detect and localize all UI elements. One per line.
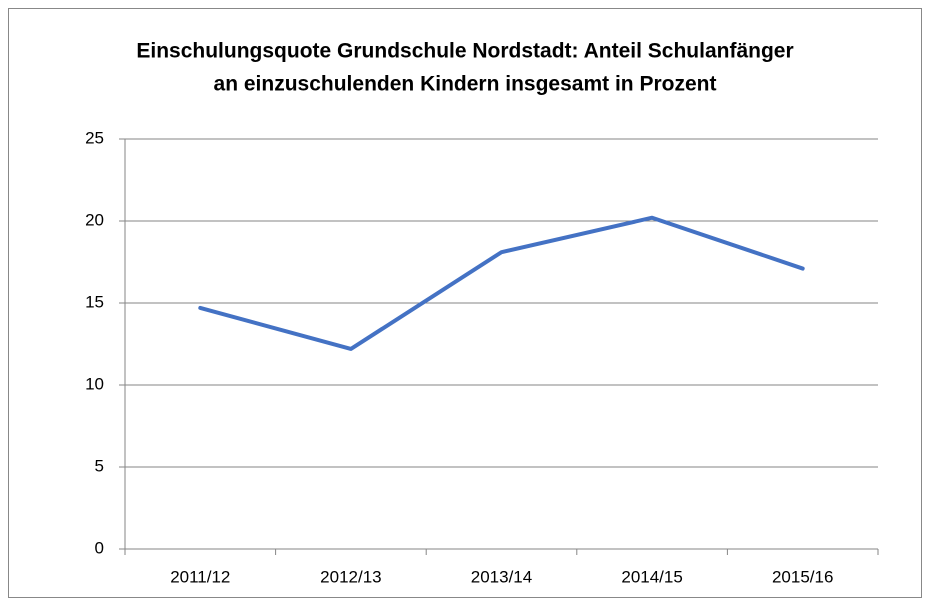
- x-tick-label: 2011/12: [170, 567, 230, 586]
- y-tick-label: 10: [85, 374, 104, 393]
- y-tick-label: 15: [85, 292, 104, 311]
- y-tick-label: 0: [95, 538, 104, 557]
- data-line: [198, 215, 805, 351]
- x-tick-label: 2012/13: [320, 567, 381, 586]
- x-tick-label: 2013/14: [471, 567, 532, 586]
- y-tick-label: 25: [85, 128, 104, 147]
- x-tick-label: 2015/16: [772, 567, 833, 586]
- y-tick-label: 5: [95, 456, 104, 475]
- chart-title: Einschulungsquote Grundschule Nordstadt:…: [136, 40, 793, 63]
- y-tick-label: 20: [85, 210, 104, 229]
- x-tick-label: 2014/15: [621, 567, 682, 586]
- chart-title: an einzuschulenden Kindern insgesamt in …: [214, 73, 717, 96]
